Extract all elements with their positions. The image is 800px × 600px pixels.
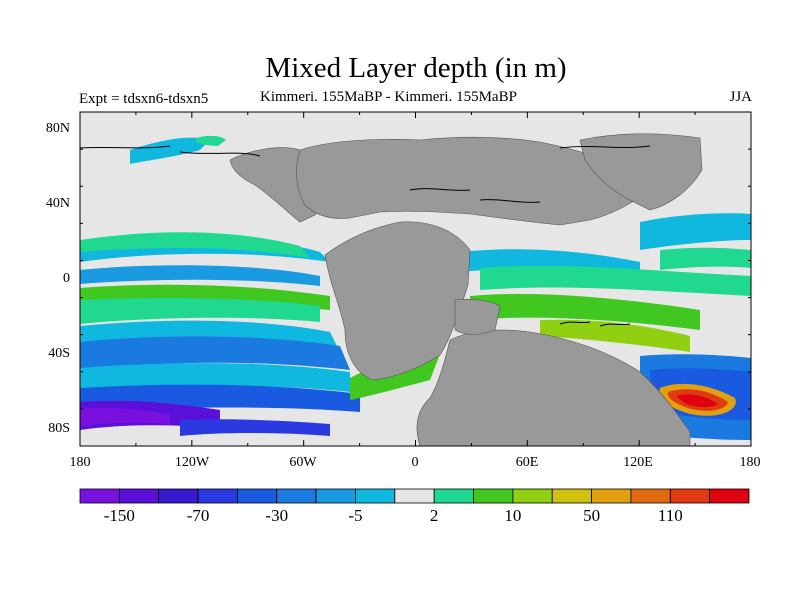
land-gondwana-central — [454, 298, 501, 335]
lat-label-40n: 40N — [45, 196, 70, 211]
land-laurasia — [296, 136, 651, 226]
map-title: Mixed Layer depth (in m) — [265, 52, 567, 84]
map-ticks — [79, 111, 752, 447]
colorbar — [79, 488, 750, 504]
lon-label-60w: 60W — [289, 455, 317, 470]
indian-ocean-green — [470, 293, 700, 330]
colorbar-swatch — [591, 488, 632, 504]
colorbar-swatch — [355, 488, 396, 504]
colorbar-swatch — [551, 488, 592, 504]
map-area — [80, 112, 751, 446]
colorbar-swatch — [512, 488, 553, 504]
equatorial-green-light — [80, 298, 320, 324]
north-pacific-cyan — [130, 137, 210, 164]
lat-label-80s: 80S — [48, 421, 70, 436]
lon-label-0: 0 — [411, 455, 419, 470]
colorbar-label: 110 — [657, 506, 683, 525]
arctic-coastline — [80, 145, 651, 157]
colorbar-swatch — [158, 488, 199, 504]
atlantic-equatorial-green — [480, 265, 751, 296]
mediterranean-coastline — [409, 188, 541, 203]
colorbar-label: -30 — [265, 506, 289, 525]
colorbar-swatch — [79, 488, 120, 504]
colorbar-label: -70 — [186, 506, 210, 525]
continents — [229, 133, 703, 446]
lat-label-40s: 40S — [48, 346, 70, 361]
colorbar-label: 2 — [429, 506, 439, 525]
land-gondwana-west — [324, 221, 471, 381]
lon-label-60e: 60E — [515, 455, 539, 470]
south-pacific-blue — [80, 336, 350, 372]
colorbar-swatch — [669, 488, 711, 504]
north-pacific-green — [196, 135, 226, 146]
polar-band-violet — [80, 407, 170, 426]
colorbar-label: -5 — [348, 506, 363, 525]
colorbar-swatch — [394, 488, 435, 504]
lon-label-180e: 180 — [739, 455, 761, 470]
indian-ocean-yellow — [540, 319, 690, 352]
colorbar-swatch — [197, 488, 238, 504]
colorbar-swatch — [118, 488, 160, 504]
experiment-label: Expt = tdsxn6-tdsxn5 — [79, 91, 209, 107]
colorbar-label: 50 — [583, 506, 601, 525]
east-tethys-green — [660, 247, 751, 270]
colorbar-swatch — [473, 488, 514, 504]
polar-band-blue — [180, 419, 330, 436]
lon-label-180w: 180 — [69, 455, 91, 470]
tethys-islands — [559, 321, 631, 327]
colorbar-swatch — [433, 488, 474, 504]
lon-label-120w: 120W — [174, 455, 210, 470]
lat-label-equator: 0 — [63, 271, 70, 286]
land-asia-east — [579, 133, 703, 211]
anomaly-fields — [80, 135, 751, 440]
colorbar-label: 10 — [504, 506, 522, 525]
colorbar-swatch — [315, 488, 356, 504]
coastlines — [80, 145, 651, 327]
lat-label-80n: 80N — [45, 121, 70, 136]
colorbar-swatch — [237, 488, 278, 504]
colorbar-swatch — [709, 488, 750, 504]
lon-label-120e: 120E — [623, 455, 653, 470]
south-pacific-band-2 — [80, 363, 350, 392]
colorbar-label: -150 — [103, 506, 135, 525]
tethys-cyan — [640, 213, 751, 250]
hotspot-core — [676, 394, 718, 407]
season-label: JJA — [729, 89, 752, 105]
tropical-band-green — [80, 232, 310, 258]
period-label: Kimmeri. 155MaBP - Kimmeri. 155MaBP — [260, 89, 517, 105]
equatorial-band-blue — [80, 265, 320, 286]
land-gondwana-east — [416, 329, 691, 446]
colorbar-swatch — [276, 488, 317, 504]
colorbar-swatch — [630, 488, 671, 504]
